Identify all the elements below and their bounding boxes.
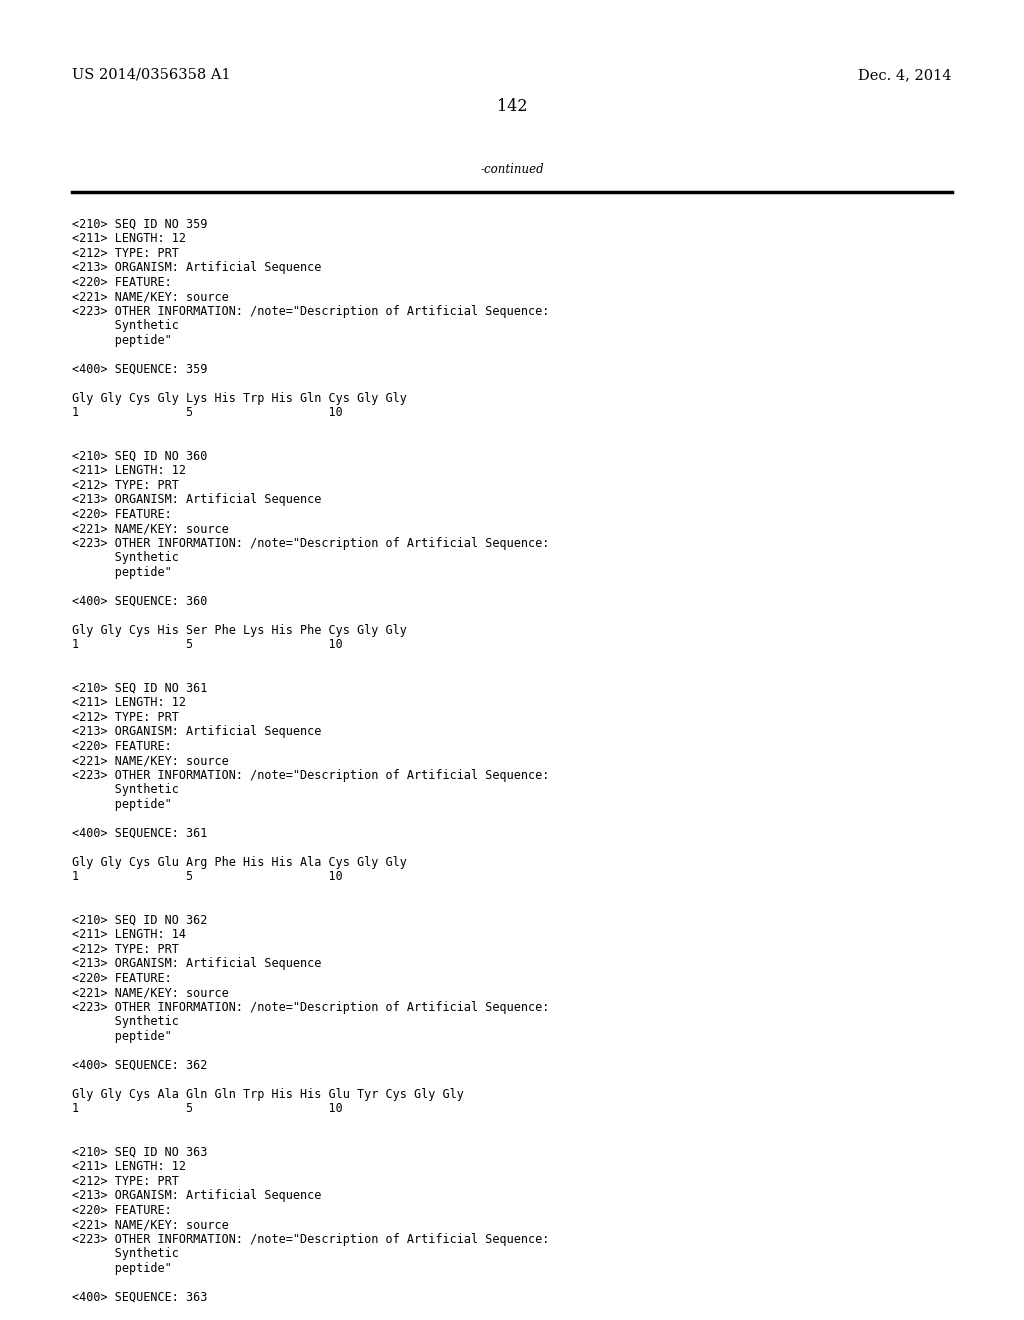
Text: 1               5                   10: 1 5 10 bbox=[72, 870, 343, 883]
Text: <211> LENGTH: 12: <211> LENGTH: 12 bbox=[72, 697, 186, 710]
Text: 1               5                   10: 1 5 10 bbox=[72, 1102, 343, 1115]
Text: Gly Gly Cys His Ser Phe Lys His Phe Cys Gly Gly: Gly Gly Cys His Ser Phe Lys His Phe Cys … bbox=[72, 624, 407, 638]
Text: peptide": peptide" bbox=[72, 799, 172, 810]
Text: <212> TYPE: PRT: <212> TYPE: PRT bbox=[72, 1175, 179, 1188]
Text: US 2014/0356358 A1: US 2014/0356358 A1 bbox=[72, 69, 230, 82]
Text: Gly Gly Cys Ala Gln Gln Trp His His Glu Tyr Cys Gly Gly: Gly Gly Cys Ala Gln Gln Trp His His Glu … bbox=[72, 1088, 464, 1101]
Text: <223> OTHER INFORMATION: /note="Description of Artificial Sequence:: <223> OTHER INFORMATION: /note="Descript… bbox=[72, 770, 549, 781]
Text: <212> TYPE: PRT: <212> TYPE: PRT bbox=[72, 247, 179, 260]
Text: Synthetic: Synthetic bbox=[72, 552, 179, 565]
Text: Gly Gly Cys Glu Arg Phe His His Ala Cys Gly Gly: Gly Gly Cys Glu Arg Phe His His Ala Cys … bbox=[72, 855, 407, 869]
Text: -continued: -continued bbox=[480, 162, 544, 176]
Text: <221> NAME/KEY: source: <221> NAME/KEY: source bbox=[72, 290, 228, 304]
Text: <210> SEQ ID NO 359: <210> SEQ ID NO 359 bbox=[72, 218, 208, 231]
Text: <210> SEQ ID NO 361: <210> SEQ ID NO 361 bbox=[72, 682, 208, 696]
Text: <211> LENGTH: 12: <211> LENGTH: 12 bbox=[72, 232, 186, 246]
Text: <211> LENGTH: 12: <211> LENGTH: 12 bbox=[72, 1160, 186, 1173]
Text: Synthetic: Synthetic bbox=[72, 319, 179, 333]
Text: <400> SEQUENCE: 360: <400> SEQUENCE: 360 bbox=[72, 595, 208, 609]
Text: <221> NAME/KEY: source: <221> NAME/KEY: source bbox=[72, 1218, 228, 1232]
Text: <210> SEQ ID NO 360: <210> SEQ ID NO 360 bbox=[72, 450, 208, 463]
Text: 142: 142 bbox=[497, 98, 527, 115]
Text: <210> SEQ ID NO 362: <210> SEQ ID NO 362 bbox=[72, 913, 208, 927]
Text: <400> SEQUENCE: 359: <400> SEQUENCE: 359 bbox=[72, 363, 208, 376]
Text: <212> TYPE: PRT: <212> TYPE: PRT bbox=[72, 479, 179, 492]
Text: <213> ORGANISM: Artificial Sequence: <213> ORGANISM: Artificial Sequence bbox=[72, 726, 322, 738]
Text: <220> FEATURE:: <220> FEATURE: bbox=[72, 276, 172, 289]
Text: Synthetic: Synthetic bbox=[72, 784, 179, 796]
Text: <400> SEQUENCE: 363: <400> SEQUENCE: 363 bbox=[72, 1291, 208, 1304]
Text: Synthetic: Synthetic bbox=[72, 1015, 179, 1028]
Text: 1               5                   10: 1 5 10 bbox=[72, 407, 343, 420]
Text: <220> FEATURE:: <220> FEATURE: bbox=[72, 508, 172, 521]
Text: Synthetic: Synthetic bbox=[72, 1247, 179, 1261]
Text: Dec. 4, 2014: Dec. 4, 2014 bbox=[858, 69, 952, 82]
Text: <210> SEQ ID NO 363: <210> SEQ ID NO 363 bbox=[72, 1146, 208, 1159]
Text: <212> TYPE: PRT: <212> TYPE: PRT bbox=[72, 711, 179, 723]
Text: <220> FEATURE:: <220> FEATURE: bbox=[72, 972, 172, 985]
Text: <223> OTHER INFORMATION: /note="Description of Artificial Sequence:: <223> OTHER INFORMATION: /note="Descript… bbox=[72, 305, 549, 318]
Text: <213> ORGANISM: Artificial Sequence: <213> ORGANISM: Artificial Sequence bbox=[72, 957, 322, 970]
Text: <221> NAME/KEY: source: <221> NAME/KEY: source bbox=[72, 755, 228, 767]
Text: <220> FEATURE:: <220> FEATURE: bbox=[72, 1204, 172, 1217]
Text: <223> OTHER INFORMATION: /note="Description of Artificial Sequence:: <223> OTHER INFORMATION: /note="Descript… bbox=[72, 1001, 549, 1014]
Text: <213> ORGANISM: Artificial Sequence: <213> ORGANISM: Artificial Sequence bbox=[72, 1189, 322, 1203]
Text: <220> FEATURE:: <220> FEATURE: bbox=[72, 741, 172, 752]
Text: <213> ORGANISM: Artificial Sequence: <213> ORGANISM: Artificial Sequence bbox=[72, 494, 322, 507]
Text: <221> NAME/KEY: source: <221> NAME/KEY: source bbox=[72, 986, 228, 999]
Text: 1               5                   10: 1 5 10 bbox=[72, 639, 343, 652]
Text: peptide": peptide" bbox=[72, 1030, 172, 1043]
Text: <211> LENGTH: 12: <211> LENGTH: 12 bbox=[72, 465, 186, 478]
Text: <400> SEQUENCE: 361: <400> SEQUENCE: 361 bbox=[72, 828, 208, 840]
Text: <400> SEQUENCE: 362: <400> SEQUENCE: 362 bbox=[72, 1059, 208, 1072]
Text: <223> OTHER INFORMATION: /note="Description of Artificial Sequence:: <223> OTHER INFORMATION: /note="Descript… bbox=[72, 1233, 549, 1246]
Text: <213> ORGANISM: Artificial Sequence: <213> ORGANISM: Artificial Sequence bbox=[72, 261, 322, 275]
Text: peptide": peptide" bbox=[72, 334, 172, 347]
Text: peptide": peptide" bbox=[72, 566, 172, 579]
Text: <212> TYPE: PRT: <212> TYPE: PRT bbox=[72, 942, 179, 956]
Text: <211> LENGTH: 14: <211> LENGTH: 14 bbox=[72, 928, 186, 941]
Text: <221> NAME/KEY: source: <221> NAME/KEY: source bbox=[72, 523, 228, 536]
Text: <223> OTHER INFORMATION: /note="Description of Artificial Sequence:: <223> OTHER INFORMATION: /note="Descript… bbox=[72, 537, 549, 550]
Text: Gly Gly Cys Gly Lys His Trp His Gln Cys Gly Gly: Gly Gly Cys Gly Lys His Trp His Gln Cys … bbox=[72, 392, 407, 405]
Text: peptide": peptide" bbox=[72, 1262, 172, 1275]
